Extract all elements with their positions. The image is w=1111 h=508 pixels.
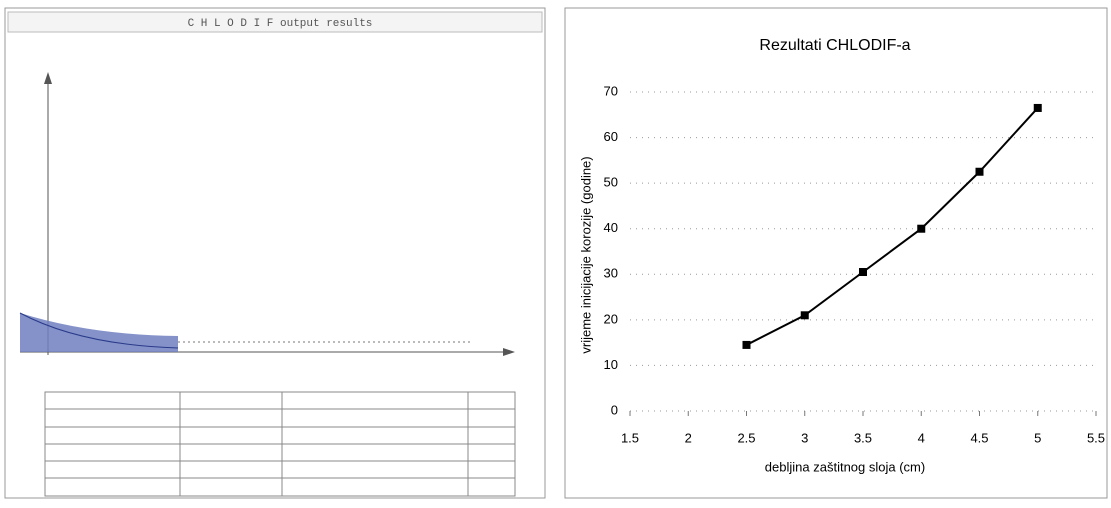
data-point — [917, 224, 926, 233]
x-tick-label: 3 — [801, 430, 808, 445]
data-point — [975, 167, 984, 176]
data-line — [746, 107, 1039, 346]
x-tick-label: 4 — [918, 430, 925, 445]
x-tick-label: 2.5 — [737, 430, 755, 445]
y-tick-label: 40 — [604, 220, 618, 235]
result-area — [20, 313, 178, 352]
y-tick-label: 50 — [604, 175, 618, 190]
y-tick-label: 30 — [604, 266, 618, 281]
x-tick-label: 5.5 — [1087, 430, 1105, 445]
x-tick-label: 4.5 — [970, 430, 988, 445]
data-point — [800, 311, 809, 320]
result-curve — [19, 312, 179, 349]
left-title: C H L O D I F output results — [188, 18, 373, 30]
chart-frame — [564, 7, 1108, 499]
y-axis-label: vrijeme inicijacije korozije (godine) — [578, 156, 593, 353]
x-tick-label: 2 — [685, 430, 692, 445]
y-tick-label: 20 — [604, 311, 618, 326]
x-tick-label: 3.5 — [854, 430, 872, 445]
arrow — [44, 72, 52, 84]
data-point — [1033, 103, 1042, 112]
chart-title: Rezultati CHLODIF-a — [759, 37, 910, 54]
x-tick-label: 5 — [1034, 430, 1041, 445]
y-tick-label: 70 — [604, 83, 618, 98]
left-frame — [4, 7, 546, 499]
y-tick-label: 0 — [611, 402, 618, 417]
y-tick-label: 10 — [604, 357, 618, 372]
arrow — [503, 348, 515, 356]
data-point — [742, 340, 751, 349]
left-panel: C H L O D I F output results — [4, 7, 546, 499]
title-bar — [7, 11, 543, 33]
data-point — [859, 268, 867, 277]
y-tick-label: 60 — [604, 129, 618, 144]
result-table — [44, 391, 516, 497]
x-tick-label: 1.5 — [621, 430, 639, 445]
x-axis-label: debljina zaštitnog sloja (cm) — [765, 459, 925, 474]
